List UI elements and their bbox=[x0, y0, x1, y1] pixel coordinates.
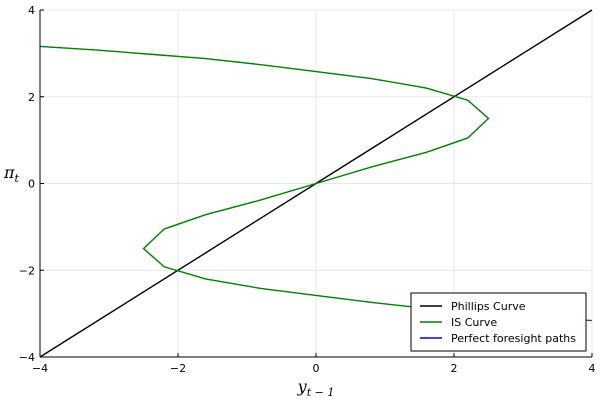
legend-entry-1: IS Curve bbox=[451, 316, 497, 329]
series-line-1 bbox=[39, 45, 593, 322]
legend-entry-2: Perfect foresight paths bbox=[451, 332, 576, 345]
legend-entry-0: Phillips Curve bbox=[451, 300, 526, 313]
x-tick-label: 0 bbox=[313, 362, 320, 375]
y-axis-label: πt bbox=[3, 163, 20, 185]
y-tick-label: −2 bbox=[19, 264, 35, 277]
y-tick-label: 0 bbox=[28, 178, 35, 191]
x-tick-label: −2 bbox=[170, 362, 186, 375]
series-layer bbox=[39, 9, 593, 358]
x-tick-label: 2 bbox=[451, 362, 458, 375]
axes bbox=[39, 9, 593, 358]
legend: Phillips Curve IS Curve Perfect foresight … bbox=[410, 292, 587, 352]
tick-labels: −4 −2 0 2 4 −4 −2 0 2 4 bbox=[19, 4, 596, 375]
y-tick-label: 4 bbox=[28, 4, 35, 17]
y-tick-label: 2 bbox=[28, 91, 35, 104]
y-tick-label: −4 bbox=[19, 351, 35, 364]
x-tick-label: −4 bbox=[32, 362, 48, 375]
x-axis-label: yt − 1 bbox=[297, 377, 335, 399]
x-tick-label: 4 bbox=[589, 362, 596, 375]
